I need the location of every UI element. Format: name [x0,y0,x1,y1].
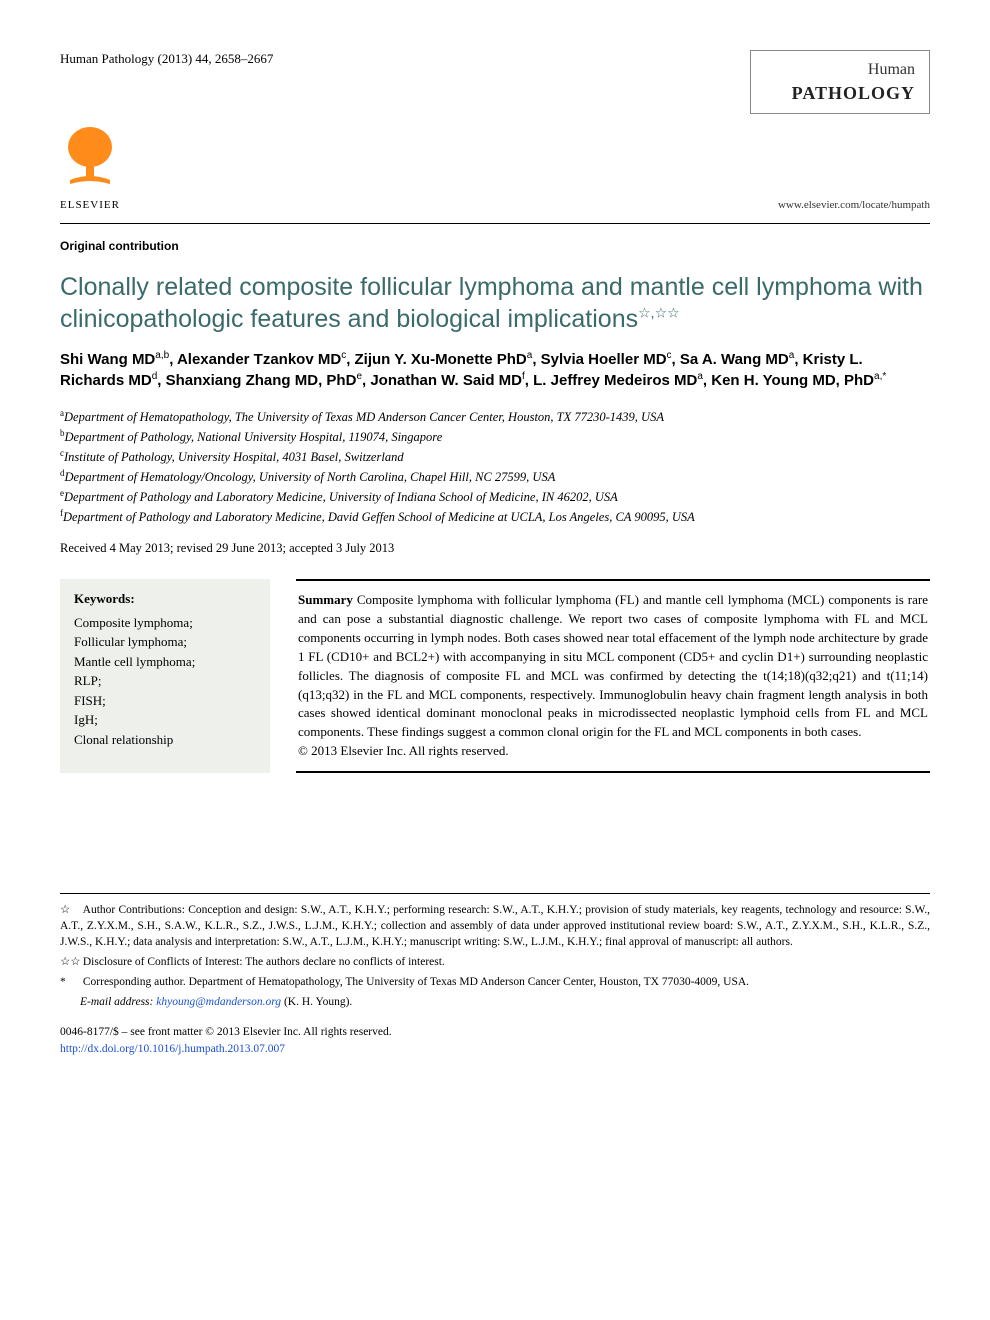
doi-issn-block: 0046-8177/$ – see front matter © 2013 El… [60,1024,930,1056]
footnote-2-text: Disclosure of Conflicts of Interest: The… [83,956,445,968]
star-icon: ☆ [60,902,80,918]
issn-line: 0046-8177/$ – see front matter © 2013 El… [60,1024,930,1040]
affiliation-list: aDepartment of Hematopathology, The Univ… [60,407,930,526]
citation-text: Human Pathology (2013) 44, 2658–2667 [60,50,273,68]
footnote-corresponding: * Corresponding author. Department of He… [60,974,930,990]
title-footnote-markers: ☆,☆☆ [638,304,680,320]
keyword-item: RLP; [74,671,256,691]
footnote-author-contrib: ☆ Author Contributions: Conception and d… [60,902,930,950]
abstract-row: Keywords: Composite lymphoma;Follicular … [60,579,930,773]
keyword-item: Mantle cell lymphoma; [74,652,256,672]
footnotes-block: ☆ Author Contributions: Conception and d… [60,893,930,1057]
journal-name-line-1: Human [765,59,915,81]
keywords-box: Keywords: Composite lymphoma;Follicular … [60,579,270,773]
doi-link[interactable]: http://dx.doi.org/10.1016/j.humpath.2013… [60,1043,285,1055]
keyword-item: Composite lymphoma; [74,613,256,633]
logo-row: ELSEVIER www.elsevier.com/locate/humpath [60,122,930,213]
elsevier-tree-icon [60,122,120,192]
keyword-item: IgH; [74,710,256,730]
header-rule [60,223,930,224]
email-label: E-mail address: [80,996,153,1008]
page-header: Human Pathology (2013) 44, 2658–2667 Hum… [60,50,930,114]
corresponding-email-link[interactable]: khyoung@mdanderson.org [156,996,281,1008]
journal-url[interactable]: www.elsevier.com/locate/humpath [778,198,930,213]
journal-badge: Human PATHOLOGY [750,50,930,114]
footnote-email: E-mail address: khyoung@mdanderson.org (… [60,994,930,1010]
summary-lead: Summary [298,592,353,607]
email-attribution: (K. H. Young). [284,996,352,1008]
article-dates: Received 4 May 2013; revised 29 June 201… [60,540,930,557]
keyword-item: Follicular lymphoma; [74,632,256,652]
footnote-coi: ☆☆ Disclosure of Conflicts of Interest: … [60,954,930,970]
elsevier-block: ELSEVIER [60,122,120,213]
publisher-name: ELSEVIER [60,198,120,213]
author-list: Shi Wang MDa,b, Alexander Tzankov MDc, Z… [60,349,930,391]
footnote-1-text: Author Contributions: Conception and des… [60,904,930,948]
summary-body: Composite lymphoma with follicular lymph… [298,592,928,739]
corresponding-text: Corresponding author. Department of Hema… [83,976,749,988]
article-title: Clonally related composite follicular ly… [60,272,930,335]
title-text: Clonally related composite follicular ly… [60,273,923,332]
keywords-list: Composite lymphoma;Follicular lymphoma;M… [74,613,256,750]
summary-box: Summary Composite lymphoma with follicul… [296,579,930,773]
summary-copyright: © 2013 Elsevier Inc. All rights reserved… [298,743,509,758]
article-type-label: Original contribution [60,238,930,254]
journal-name-line-2: PATHOLOGY [765,81,915,105]
keywords-heading: Keywords: [74,589,256,609]
asterisk-icon: * [60,974,80,990]
keyword-item: FISH; [74,691,256,711]
double-star-icon: ☆☆ [60,954,80,970]
keyword-item: Clonal relationship [74,730,256,750]
